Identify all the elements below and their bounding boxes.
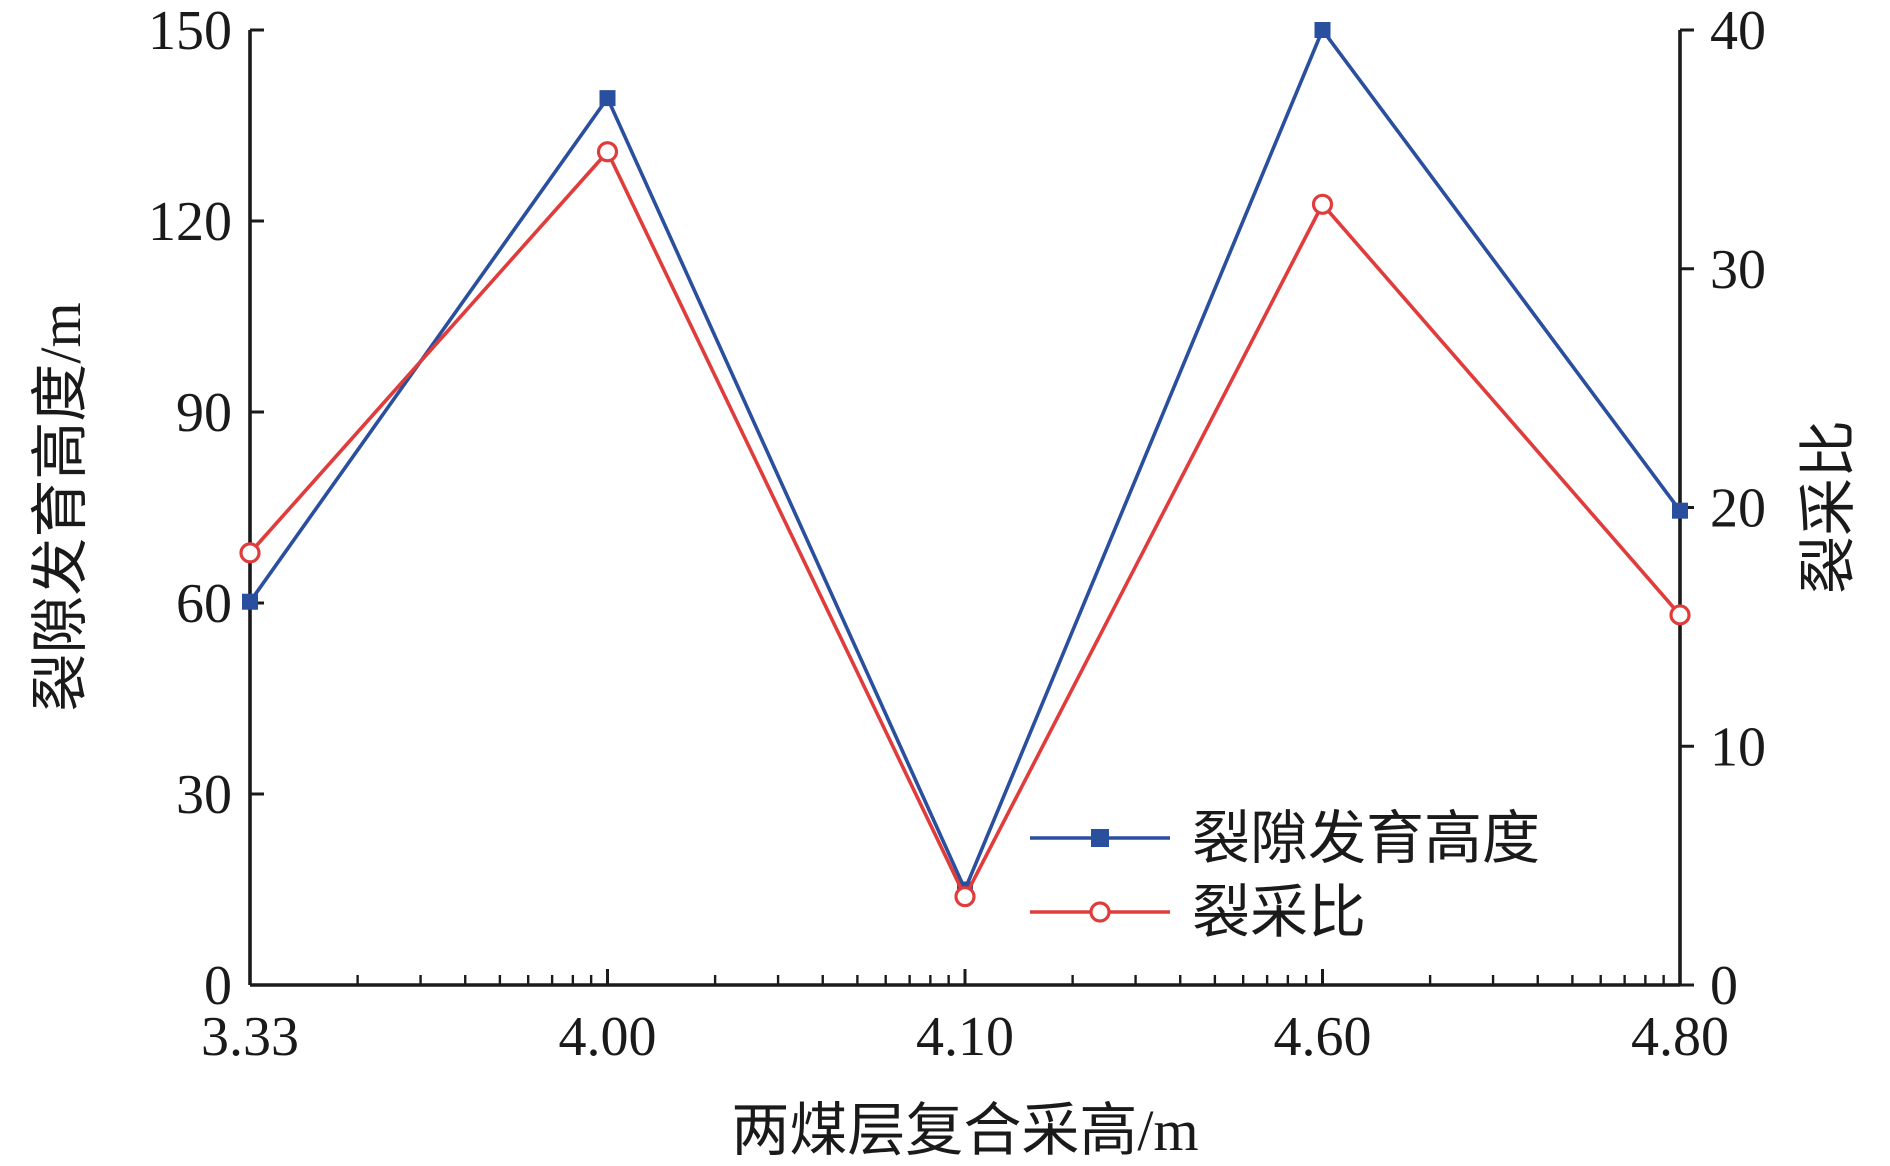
data-point (242, 593, 258, 610)
left-y-tick-label: 30 (176, 764, 232, 826)
left-y-tick-label: 120 (148, 191, 232, 253)
x-tick-label: 4.10 (916, 1006, 1014, 1068)
x-tick-label: 4.60 (1274, 1006, 1372, 1068)
legend-marker-fracture-height (1091, 829, 1109, 847)
series-line (248, 148, 1682, 901)
series-fracture-ratio (239, 141, 1691, 908)
data-point (1672, 502, 1688, 519)
right-y-tick-label: 30 (1710, 239, 1766, 301)
legend-marker-fracture-ratio (1089, 901, 1111, 923)
legend-label-fracture-ratio: 裂采比 (1192, 880, 1366, 945)
legend-label-fracture-height: 裂隙发育高度 (1192, 806, 1540, 871)
legend: 裂隙发育高度 裂采比 (1030, 806, 1540, 945)
data-point (1669, 604, 1691, 626)
data-point (596, 141, 619, 163)
left-y-ticks: 0 30 60 90 120 150 (148, 0, 264, 1017)
data-point (1314, 22, 1331, 38)
data-point (954, 886, 976, 908)
left-y-tick-label: 150 (148, 0, 232, 62)
right-y-tick-label: 20 (1710, 478, 1766, 540)
x-axis-title: 两煤层复合采高/m (731, 1098, 1198, 1163)
left-y-tick-label: 60 (176, 573, 232, 635)
x-tick-label: 3.33 (201, 1006, 299, 1068)
data-point (1311, 193, 1334, 215)
data-point (239, 542, 261, 564)
legend-item-fracture-ratio: 裂采比 (1030, 880, 1366, 945)
right-y-tick-label: 0 (1710, 955, 1738, 1017)
series-layer (239, 22, 1691, 908)
left-y-axis-title: 裂隙发育高度/m (28, 302, 93, 711)
right-y-tick-label: 40 (1710, 0, 1766, 62)
series-line (248, 26, 1682, 895)
x-ticks: 3.33 4.00 4.10 4.60 4.80 (201, 969, 1729, 1068)
series-fracture-height (242, 22, 1688, 898)
x-tick-label: 4.80 (1631, 1006, 1729, 1068)
left-y-tick-label: 90 (176, 382, 232, 444)
data-point (599, 90, 616, 107)
right-y-axis-title: 裂采比 (1796, 420, 1861, 594)
right-y-ticks: 0 10 20 30 40 (1680, 0, 1766, 1017)
right-y-tick-label: 10 (1710, 716, 1766, 778)
legend-item-fracture-height: 裂隙发育高度 (1030, 806, 1540, 871)
x-tick-label: 4.00 (559, 1006, 657, 1068)
left-y-tick-label: 0 (204, 955, 232, 1017)
